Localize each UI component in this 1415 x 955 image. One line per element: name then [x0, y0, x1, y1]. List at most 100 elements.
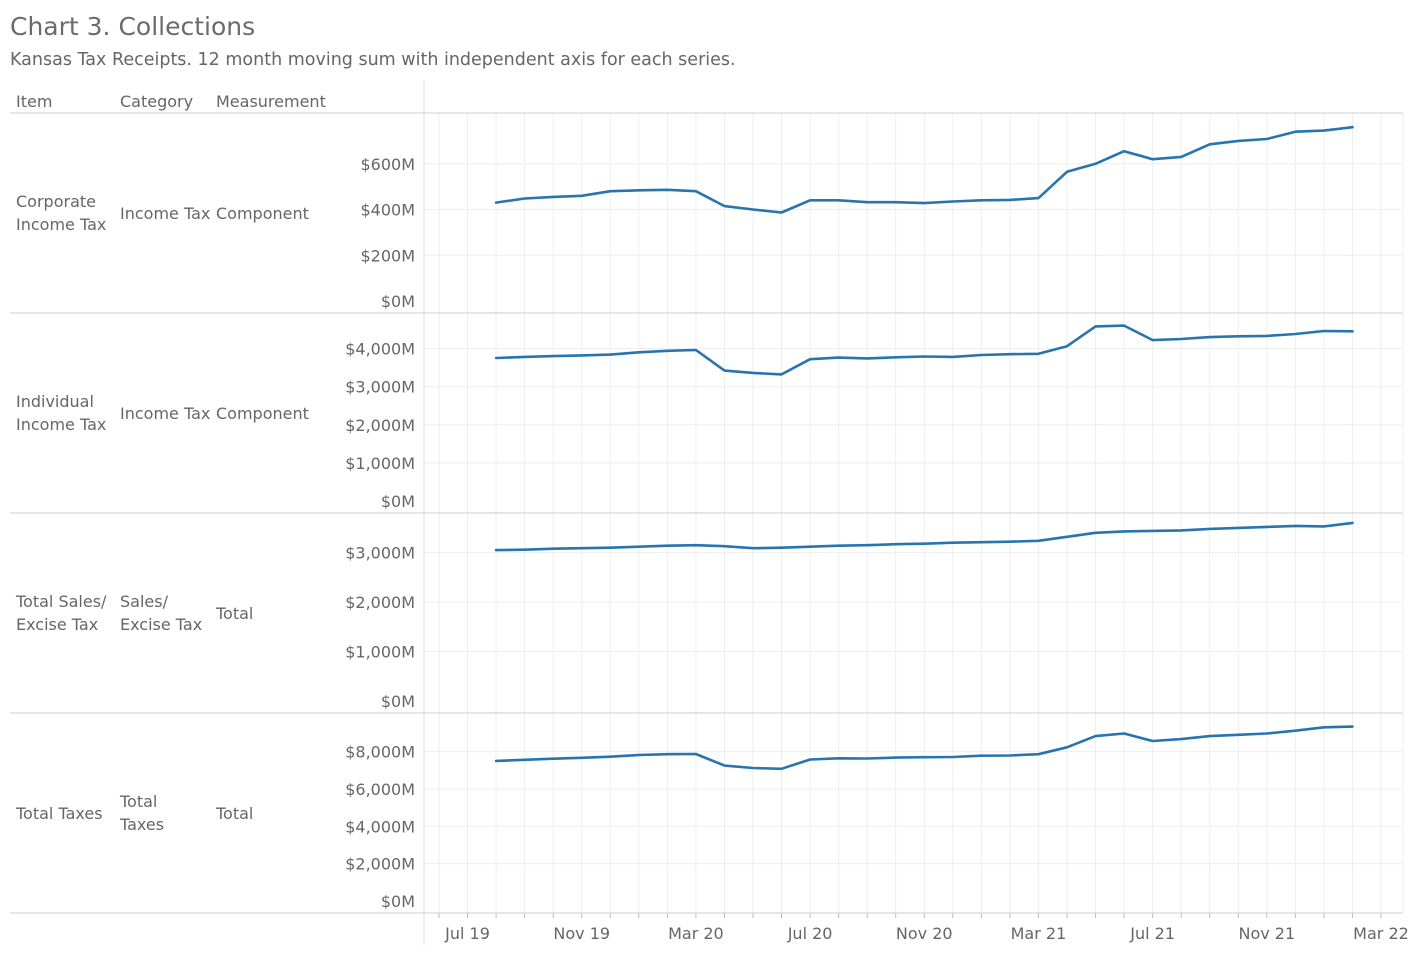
- data-point: [895, 543, 897, 545]
- data-point: [1266, 526, 1268, 528]
- row-measurement-label: Total: [216, 773, 253, 853]
- header-measurement: Measurement: [216, 92, 326, 111]
- data-point: [923, 543, 925, 545]
- data-point: [895, 356, 897, 358]
- y-tick-label: $3,000M: [345, 544, 415, 563]
- data-point: [581, 195, 583, 197]
- data-point: [1323, 525, 1325, 527]
- data-point: [523, 759, 525, 761]
- data-point: [752, 767, 754, 769]
- data-point: [552, 758, 554, 760]
- data-point: [980, 541, 982, 543]
- x-tick-label: Mar 20: [668, 924, 724, 943]
- data-point: [695, 753, 697, 755]
- y-tick-label: $0M: [381, 292, 415, 311]
- data-point: [1123, 732, 1125, 734]
- x-tick-label: Mar 22: [1353, 924, 1409, 943]
- data-point: [495, 357, 497, 359]
- data-point: [952, 542, 954, 544]
- data-point: [1323, 726, 1325, 728]
- data-point: [1123, 324, 1125, 326]
- data-point: [723, 764, 725, 766]
- data-point: [495, 201, 497, 203]
- data-point: [638, 754, 640, 756]
- row-item-label-line: Income Tax: [16, 215, 107, 234]
- data-point: [638, 351, 640, 353]
- row-measurement-label: Component: [216, 173, 309, 253]
- x-tick-label: Jul 19: [444, 924, 490, 943]
- row-item-label-line: Income Tax: [16, 415, 107, 434]
- data-point: [1294, 729, 1296, 731]
- row-category-label: Total Taxes: [120, 773, 164, 853]
- data-point: [1009, 754, 1011, 756]
- data-point: [638, 545, 640, 547]
- data-point: [609, 546, 611, 548]
- data-point: [780, 373, 782, 375]
- row-measurement-label-line: Component: [216, 203, 309, 223]
- data-point: [723, 205, 725, 207]
- data-point: [837, 356, 839, 358]
- row-item-label: Individual Income Tax: [16, 373, 106, 453]
- y-tick-label: $1,000M: [345, 643, 415, 662]
- data-point: [752, 208, 754, 210]
- row-item-label: Total Taxes: [16, 773, 103, 853]
- data-point: [1323, 330, 1325, 332]
- data-point: [809, 199, 811, 201]
- data-point: [1209, 336, 1211, 338]
- row-item-label-line: Individual: [16, 392, 94, 411]
- data-point: [1094, 735, 1096, 737]
- data-point: [1209, 528, 1211, 530]
- y-tick-label: $0M: [381, 692, 415, 711]
- data-point: [780, 546, 782, 548]
- data-point: [1180, 738, 1182, 740]
- data-point: [495, 760, 497, 762]
- data-point: [866, 757, 868, 759]
- data-point: [923, 756, 925, 758]
- data-point: [1180, 156, 1182, 158]
- data-point: [695, 544, 697, 546]
- data-point: [1037, 353, 1039, 355]
- row-category-label: Income Tax: [120, 173, 210, 253]
- data-point: [638, 189, 640, 191]
- row-category-label-line: Sales/: [120, 592, 168, 611]
- data-point: [666, 350, 668, 352]
- row-measurement-label-line: Total: [216, 603, 254, 623]
- data-point: [1294, 333, 1296, 335]
- row-measurement-label: Component: [216, 373, 309, 453]
- row-item-label-line: Corporate: [16, 192, 96, 211]
- y-tick-label: $4,000M: [345, 817, 415, 836]
- data-point: [1066, 171, 1068, 173]
- data-point: [1237, 734, 1239, 736]
- data-point: [809, 545, 811, 547]
- data-point: [523, 356, 525, 358]
- row-measurement-label-line: Total: [216, 803, 254, 823]
- data-point: [1066, 746, 1068, 748]
- y-tick-label: $600M: [360, 155, 415, 174]
- data-point: [780, 211, 782, 213]
- data-point: [666, 544, 668, 546]
- data-point: [980, 755, 982, 757]
- data-point: [1209, 143, 1211, 145]
- data-point: [1151, 339, 1153, 341]
- x-tick-label: Mar 21: [1011, 924, 1067, 943]
- data-point: [952, 756, 954, 758]
- data-point: [895, 756, 897, 758]
- data-point: [552, 547, 554, 549]
- data-point: [1123, 150, 1125, 152]
- data-point: [780, 768, 782, 770]
- data-point: [609, 755, 611, 757]
- data-point: [1094, 325, 1096, 327]
- series-line: [494, 324, 1354, 376]
- y-tick-label: $200M: [360, 246, 415, 265]
- data-point: [552, 355, 554, 357]
- y-tick-label: $8,000M: [345, 743, 415, 762]
- row-category-label: Income Tax: [120, 373, 210, 453]
- row-category-label-line: Income Tax: [120, 403, 211, 423]
- y-tick-label: $0M: [381, 492, 415, 511]
- data-point: [495, 549, 497, 551]
- chart-subtitle: Kansas Tax Receipts. 12 month moving sum…: [10, 50, 736, 70]
- data-point: [1094, 163, 1096, 165]
- data-point: [1237, 335, 1239, 337]
- data-point: [1294, 131, 1296, 133]
